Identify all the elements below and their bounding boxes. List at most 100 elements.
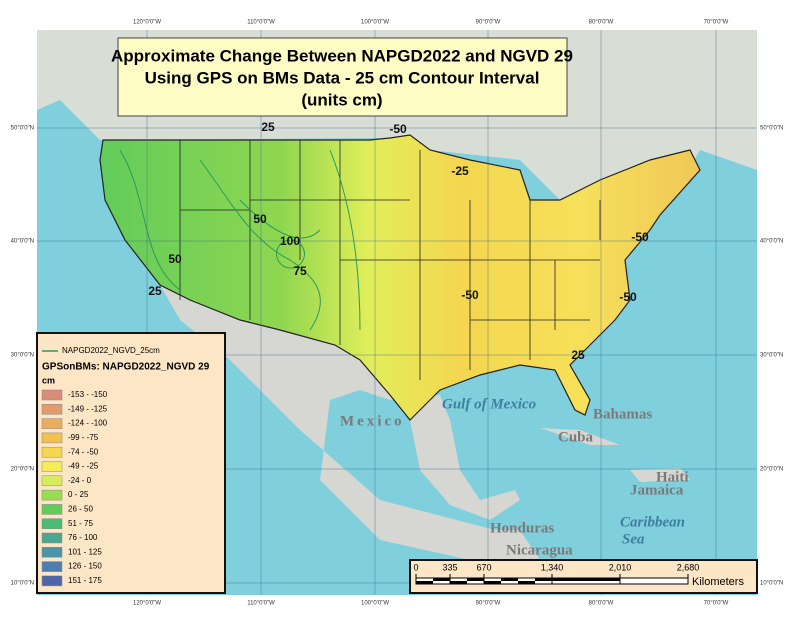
legend-swatch bbox=[41, 418, 63, 429]
contour-label: -25 bbox=[451, 164, 469, 178]
scale-segment bbox=[552, 578, 620, 581]
cuba bbox=[540, 428, 620, 445]
lon-label: 80°0'0"W bbox=[589, 20, 614, 26]
place-label: Honduras bbox=[490, 520, 554, 536]
legend-unit: cm bbox=[42, 375, 55, 385]
scale-segment bbox=[433, 578, 450, 581]
legend-box bbox=[36, 332, 226, 594]
legend-class-label: -24 - 0 bbox=[68, 476, 92, 485]
legend-class-label: 26 - 50 bbox=[68, 505, 93, 514]
legend-class-label: -74 - -50 bbox=[68, 447, 99, 456]
lon-label: 120°0'0"W bbox=[133, 601, 161, 607]
legend-class-label: -124 - -100 bbox=[68, 419, 108, 428]
legend-class-label: 0 - 25 bbox=[68, 490, 89, 499]
legend-class-label: 51 - 75 bbox=[68, 519, 93, 528]
scale-tick-label: 0 bbox=[413, 562, 418, 572]
legend-swatch bbox=[41, 475, 63, 487]
place-label: Gulf of Mexico bbox=[442, 396, 536, 412]
legend-swatch bbox=[41, 446, 63, 458]
legend-title: GPSonBMs: NAPGD2022_NGVD 29 bbox=[42, 362, 210, 373]
scale-box bbox=[409, 559, 758, 594]
lat-label: 30°0'0"N bbox=[760, 353, 783, 359]
legend-swatch bbox=[41, 518, 63, 529]
lon-label: 80°0'0"W bbox=[589, 601, 614, 607]
legend-swatch bbox=[41, 389, 63, 401]
lat-label: 50°0'0"N bbox=[760, 126, 783, 132]
title-box bbox=[117, 37, 568, 117]
contour-label: 75 bbox=[293, 264, 307, 278]
legend-swatch bbox=[41, 489, 63, 501]
contour-label: 25 bbox=[148, 284, 162, 298]
contour-label: 25 bbox=[261, 120, 275, 134]
lon-label: 110°0'0"W bbox=[247, 601, 275, 607]
scale-tick-label: 2,680 bbox=[677, 562, 700, 572]
legend-class-label: 151 - 175 bbox=[68, 576, 102, 585]
contour-label: -50 bbox=[461, 288, 479, 302]
title-line: (units cm) bbox=[301, 90, 382, 109]
place-label: Nicaragua bbox=[506, 542, 573, 558]
lon-label: 90°0'0"W bbox=[476, 20, 501, 26]
legend-swatch bbox=[41, 532, 63, 544]
contour-label: 25 bbox=[571, 348, 585, 362]
place-label: Caribbean bbox=[620, 514, 685, 530]
lat-label: 20°0'0"N bbox=[11, 467, 34, 473]
legend-class-label: 101 - 125 bbox=[68, 547, 102, 556]
legend-class-label: -49 - -25 bbox=[68, 462, 99, 471]
contour-label: 100 bbox=[280, 234, 300, 248]
lat-label: 10°0'0"N bbox=[760, 581, 783, 587]
legend-class-label: -149 - -125 bbox=[68, 404, 108, 413]
place-label: Haiti bbox=[656, 469, 689, 485]
lat-label: 50°0'0"N bbox=[11, 126, 34, 132]
lon-label: 70°0'0"W bbox=[704, 601, 729, 607]
scale-segment bbox=[484, 581, 501, 584]
legend-swatch bbox=[41, 575, 63, 587]
title-line: Approximate Change Between NAPGD2022 and… bbox=[111, 46, 573, 65]
lat-label: 20°0'0"N bbox=[760, 467, 783, 473]
scale-segment bbox=[535, 578, 552, 581]
legend-swatch bbox=[41, 404, 63, 415]
scale-segment bbox=[518, 581, 535, 584]
lat-label: 10°0'0"N bbox=[11, 581, 34, 587]
lat-label: 40°0'0"N bbox=[11, 239, 34, 245]
scale-segment bbox=[467, 578, 484, 581]
scale-bar: 0 335 670 1,340 2,010 2,680 Kilometers bbox=[409, 559, 758, 594]
legend-class-label: -153 - -150 bbox=[68, 390, 108, 399]
legend-swatch bbox=[41, 561, 63, 572]
scale-tick-label: 1,340 bbox=[541, 562, 564, 572]
state-lines bbox=[179, 140, 601, 380]
place-label: Bahamas bbox=[593, 406, 652, 422]
scale-tick-label: 335 bbox=[442, 562, 457, 572]
contour-labels: -50 25 50 75 100 50 25 -25 -50 -50 25 -5… bbox=[148, 120, 649, 362]
lon-label: 90°0'0"W bbox=[476, 601, 501, 607]
lon-label: 70°0'0"W bbox=[704, 20, 729, 26]
legend-swatch bbox=[41, 461, 63, 472]
place-label: Cuba bbox=[558, 429, 594, 445]
title-line: Using GPS on BMs Data - 25 cm Contour In… bbox=[145, 68, 540, 87]
legend-swatch bbox=[41, 504, 63, 515]
legend-class-label: -99 - -75 bbox=[68, 433, 99, 442]
hispaniola bbox=[630, 468, 690, 482]
legend-swatch bbox=[41, 547, 63, 558]
scale-tick-label: 670 bbox=[476, 562, 491, 572]
lon-label: 110°0'0"W bbox=[247, 20, 275, 26]
contour-label: -50 bbox=[619, 290, 637, 304]
lon-label: 100°0'0"W bbox=[361, 601, 389, 607]
legend: NAPGD2022_NGVD_25cm GPSonBMs: NAPGD2022_… bbox=[36, 332, 226, 594]
contour-label: -50 bbox=[389, 122, 407, 136]
legend-class-label: 126 - 150 bbox=[68, 562, 102, 571]
scale-segment bbox=[501, 578, 518, 581]
lon-label: 100°0'0"W bbox=[361, 20, 389, 26]
contour-label: 50 bbox=[168, 252, 182, 266]
place-label: Jamaica bbox=[630, 482, 684, 498]
legend-line-label: NAPGD2022_NGVD_25cm bbox=[62, 346, 160, 355]
scale-tick-label: 2,010 bbox=[609, 562, 632, 572]
place-label: Sea bbox=[622, 531, 645, 547]
scale-segment bbox=[450, 581, 467, 584]
contour-label: 50 bbox=[253, 212, 267, 226]
place-label: Mexico bbox=[340, 413, 405, 429]
lat-label: 40°0'0"N bbox=[760, 239, 783, 245]
contour-label: -50 bbox=[631, 230, 649, 244]
lon-label: 120°0'0"W bbox=[133, 20, 161, 26]
